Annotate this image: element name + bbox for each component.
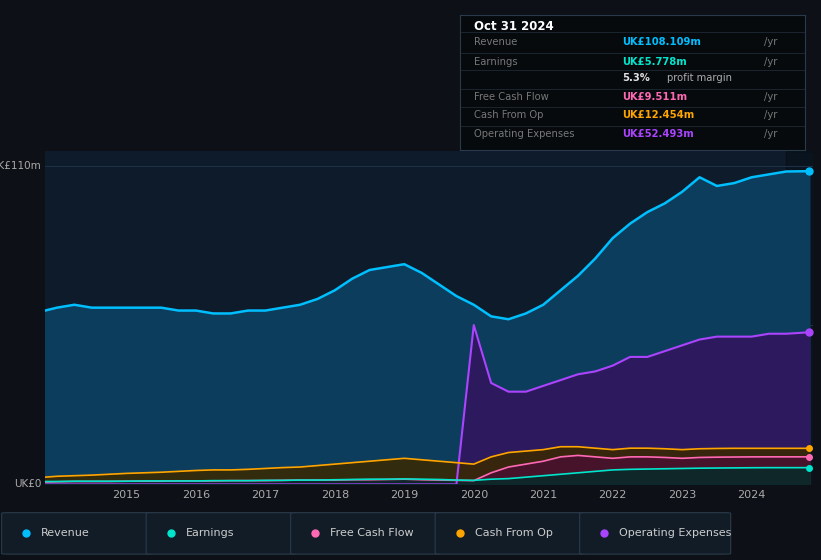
FancyBboxPatch shape (580, 512, 731, 554)
FancyBboxPatch shape (291, 512, 442, 554)
Text: Oct 31 2024: Oct 31 2024 (474, 20, 553, 34)
FancyBboxPatch shape (435, 512, 586, 554)
Bar (787, 151, 816, 484)
Text: Free Cash Flow: Free Cash Flow (474, 92, 548, 102)
Text: UK£5.778m: UK£5.778m (622, 57, 687, 67)
Text: /yr: /yr (764, 129, 777, 139)
Text: Operating Expenses: Operating Expenses (619, 529, 732, 538)
Text: Cash From Op: Cash From Op (474, 110, 544, 120)
Text: Cash From Op: Cash From Op (475, 529, 553, 538)
Text: Earnings: Earnings (186, 529, 234, 538)
Text: /yr: /yr (764, 92, 777, 102)
Text: /yr: /yr (764, 57, 777, 67)
Text: 5.3%: 5.3% (622, 73, 650, 83)
Text: UK£110m: UK£110m (0, 161, 41, 171)
Text: Revenue: Revenue (41, 529, 89, 538)
Text: Revenue: Revenue (474, 37, 517, 47)
Text: Operating Expenses: Operating Expenses (474, 129, 575, 139)
FancyBboxPatch shape (2, 512, 153, 554)
Text: UK£108.109m: UK£108.109m (622, 37, 701, 47)
Text: UK£52.493m: UK£52.493m (622, 129, 694, 139)
Text: Earnings: Earnings (474, 57, 517, 67)
Text: /yr: /yr (764, 110, 777, 120)
Text: UK£9.511m: UK£9.511m (622, 92, 687, 102)
Text: UK£12.454m: UK£12.454m (622, 110, 695, 120)
Text: UK£0: UK£0 (14, 479, 41, 489)
FancyBboxPatch shape (146, 512, 297, 554)
Text: /yr: /yr (764, 37, 777, 47)
Text: Free Cash Flow: Free Cash Flow (330, 529, 414, 538)
Text: profit margin: profit margin (667, 73, 732, 83)
